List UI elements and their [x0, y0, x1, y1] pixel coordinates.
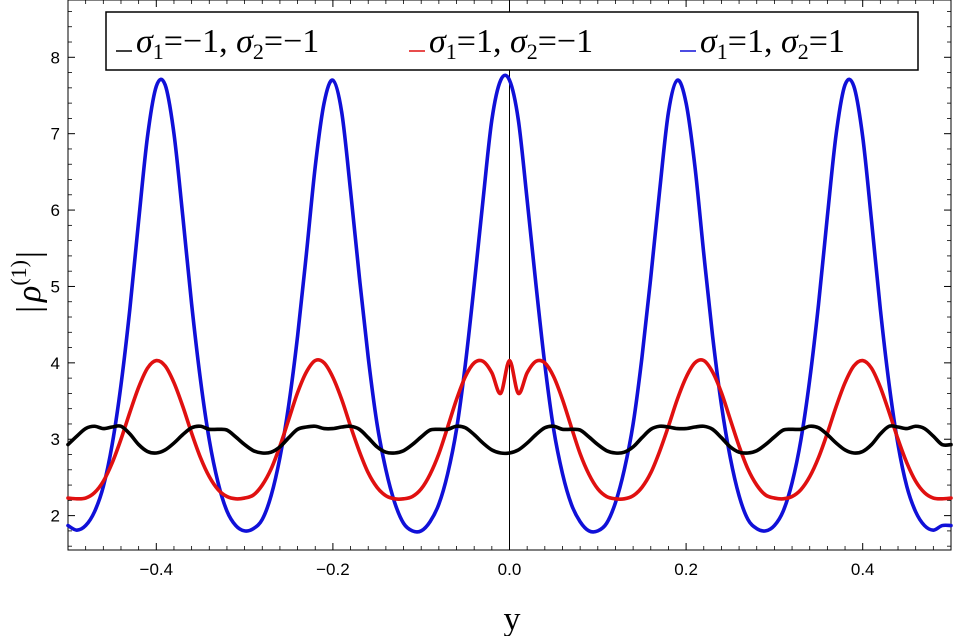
series-line-1: [66, 424, 953, 456]
legend-box: [105, 11, 919, 71]
legend-label-1: σ1=−1, σ2=−1: [136, 23, 319, 64]
y-tick-label: 5: [51, 277, 60, 296]
axis-ticks: −0.4 −0.2 0.0 0.2 0.4 2 3 4 5 6 7 8: [51, 0, 952, 579]
legend-label-3: σ1=1, σ2=1: [700, 23, 845, 64]
legend: σ1=−1, σ2=−1 σ1=1, σ2=−1 σ1=1, σ2=1: [105, 11, 919, 71]
x-tick-label: −0.4: [140, 560, 174, 579]
y-tick-label: 8: [51, 48, 60, 67]
x-tick-label: 0.4: [851, 560, 875, 579]
series-line-3: [66, 73, 953, 534]
x-axis-title: y: [504, 601, 521, 636]
y-tick-label: 2: [51, 507, 60, 526]
y-axis-title: |ρ(1)|: [6, 251, 48, 313]
legend-label-2: σ1=1, σ2=−1: [429, 23, 593, 64]
y-tick-label: 3: [51, 430, 60, 449]
y-tick-label: 6: [51, 201, 60, 220]
series-line-2: [66, 358, 953, 501]
x-tick-label: −0.2: [316, 560, 350, 579]
series-layer: [66, 73, 953, 534]
y-tick-label: 4: [51, 354, 60, 373]
x-tick-label: 0.0: [498, 560, 522, 579]
y-tick-label: 7: [51, 125, 60, 144]
x-tick-label: 0.2: [674, 560, 698, 579]
